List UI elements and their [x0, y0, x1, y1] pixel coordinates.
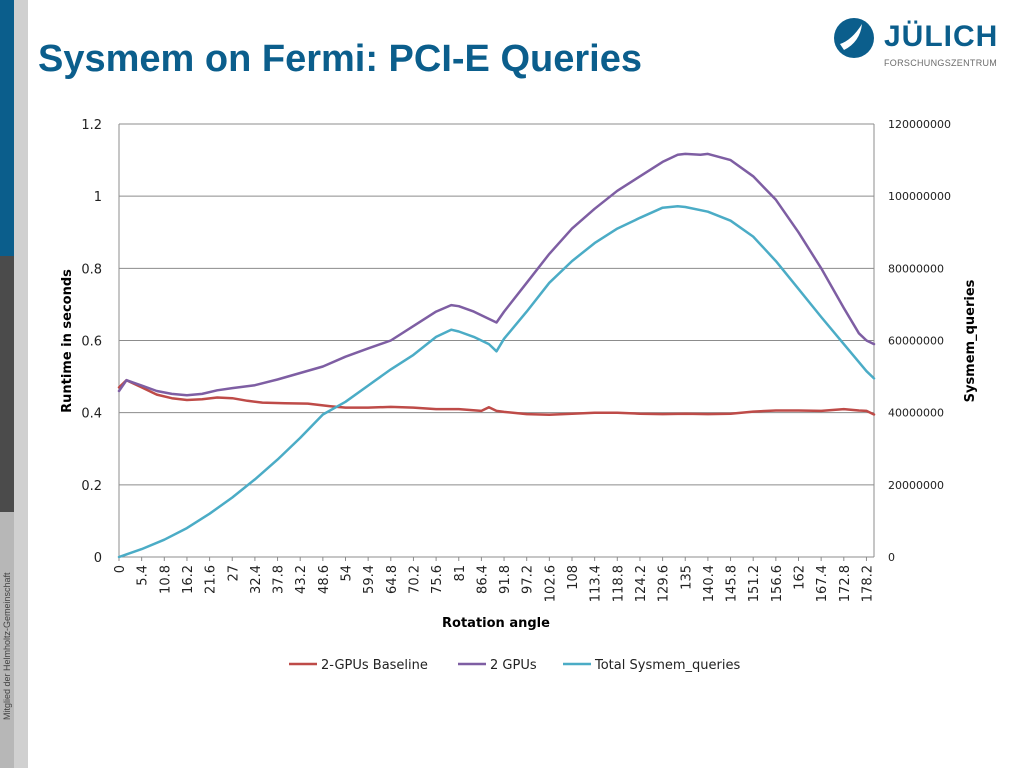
x-tick-label: 91.8 [498, 565, 513, 594]
y2-tick-label: 80000000 [888, 262, 944, 275]
y-tick-label: 0.2 [81, 479, 102, 494]
x-tick-label: 178.2 [860, 565, 875, 602]
x-tick-label: 156.6 [770, 565, 785, 602]
x-tick-label: 16.2 [181, 565, 196, 594]
logo-subtitle: FORSCHUNGSZENTRUM [884, 58, 998, 68]
x-tick-label: 97.2 [521, 565, 536, 594]
x-tick-label: 113.4 [589, 565, 604, 602]
series-layer [117, 152, 876, 559]
x-tick-label: 140.4 [702, 565, 717, 602]
side-bar-blue [0, 0, 14, 256]
x-tick-label: 108 [566, 565, 581, 590]
legend: 2-GPUs Baseline 2 GPUs Total Sysmem_querie… [289, 658, 740, 673]
x-tick-label: 75.6 [430, 565, 445, 594]
side-bar-dark [0, 256, 14, 512]
axis-layer: 0 0.2 0.4 0.6 0.8 1 1.2 0 20000000 40000000 600000… [81, 118, 951, 602]
y2-tick-label: 120000000 [888, 118, 951, 131]
x-tick-label: 54 [340, 565, 355, 582]
y-tick-label: 0.6 [81, 335, 102, 350]
x-tick-label: 124.2 [634, 565, 649, 602]
series-line-total-sysmem-queries [117, 205, 876, 559]
y2-tick-label: 40000000 [888, 407, 944, 420]
y-tick-label: 0.4 [81, 407, 102, 422]
x-tick-label: 162 [793, 565, 808, 590]
x-tick-label: 135 [679, 565, 694, 590]
x-tick-label: 5.4 [136, 565, 151, 586]
series-line-2-gpus-baseline [117, 378, 876, 417]
juelich-logo-icon [834, 18, 874, 58]
side-bar-light [0, 512, 14, 768]
x-tick-label: 37.8 [272, 565, 287, 594]
y-tick-label: 1 [94, 190, 102, 205]
y2-axis-title: Sysmem_queries [963, 279, 978, 402]
y-tick-label: 0.8 [81, 262, 102, 277]
x-tick-label: 0 [113, 565, 128, 573]
slide-title: Sysmem on Fermi: PCI-E Queries [38, 38, 642, 80]
juelich-logo: JÜLICH FORSCHUNGSZENTRUM [832, 14, 1007, 74]
x-tick-label: 32.4 [249, 565, 264, 594]
x-tick-label: 86.4 [475, 565, 490, 594]
x-tick-label: 145.8 [725, 565, 740, 602]
side-bar-gray [14, 0, 28, 768]
x-tick-label: 70.2 [407, 565, 422, 594]
x-tick-label: 102.6 [543, 565, 558, 602]
x-tick-label: 64.8 [385, 565, 400, 594]
y-tick-label: 0 [94, 551, 102, 566]
x-tick-label: 43.2 [294, 565, 309, 594]
x-tick-label: 48.6 [317, 565, 332, 594]
y-tick-label: 1.2 [81, 118, 102, 133]
y2-tick-label: 100000000 [888, 190, 951, 203]
x-tick-label: 27 [226, 565, 241, 582]
legend-label: Total Sysmem_queries [594, 658, 740, 673]
x-tick-label: 118.8 [611, 565, 626, 602]
legend-label: 2 GPUs [490, 658, 537, 673]
x-tick-label: 21.6 [204, 565, 219, 594]
y2-tick-label: 0 [888, 551, 895, 564]
x-tick-label: 59.4 [362, 565, 377, 594]
logo-name: JÜLICH [884, 20, 999, 53]
y2-tick-label: 60000000 [888, 335, 944, 348]
y2-tick-label: 20000000 [888, 479, 944, 492]
x-tick-label: 81 [453, 565, 468, 582]
grid-layer [119, 123, 874, 558]
y-axis-title: Runtime in seconds [60, 269, 75, 413]
legend-label: 2-GPUs Baseline [321, 658, 428, 673]
x-tick-label: 167.4 [815, 565, 830, 602]
x-tick-label: 129.6 [657, 565, 672, 602]
x-tick-label: 151.2 [747, 565, 762, 602]
x-axis-title: Rotation angle [442, 616, 550, 631]
x-tick-label: 172.8 [838, 565, 853, 602]
series-line-2-gpus [117, 152, 876, 397]
x-tick-label: 10.8 [158, 565, 173, 594]
